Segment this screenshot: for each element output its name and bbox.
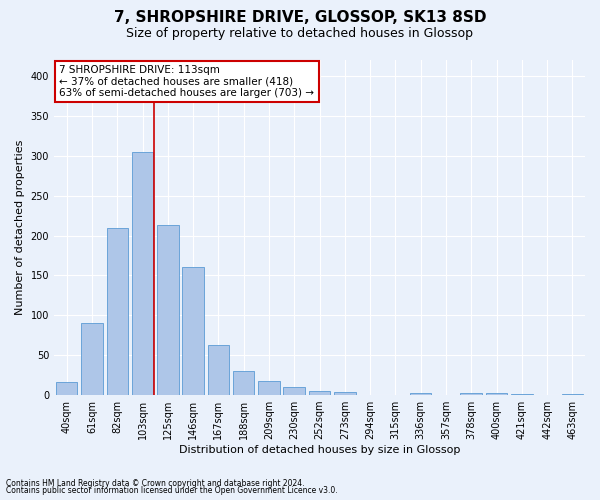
Bar [309, 391, 330, 395]
Bar [334, 392, 356, 395]
Bar [157, 225, 179, 395]
Bar [511, 394, 533, 395]
Bar [460, 392, 482, 395]
Bar [132, 152, 153, 395]
Y-axis label: Number of detached properties: Number of detached properties [15, 140, 25, 315]
Bar [283, 387, 305, 395]
Text: Contains HM Land Registry data © Crown copyright and database right 2024.: Contains HM Land Registry data © Crown c… [6, 478, 305, 488]
Bar [486, 394, 507, 395]
Bar [410, 394, 431, 395]
Bar [81, 324, 103, 395]
Text: Contains public sector information licensed under the Open Government Licence v3: Contains public sector information licen… [6, 486, 338, 495]
Bar [56, 382, 77, 395]
Bar [182, 268, 204, 395]
Text: 7, SHROPSHIRE DRIVE, GLOSSOP, SK13 8SD: 7, SHROPSHIRE DRIVE, GLOSSOP, SK13 8SD [114, 10, 486, 25]
Bar [208, 345, 229, 395]
Text: 7 SHROPSHIRE DRIVE: 113sqm
← 37% of detached houses are smaller (418)
63% of sem: 7 SHROPSHIRE DRIVE: 113sqm ← 37% of deta… [59, 65, 314, 98]
Text: Size of property relative to detached houses in Glossop: Size of property relative to detached ho… [127, 28, 473, 40]
X-axis label: Distribution of detached houses by size in Glossop: Distribution of detached houses by size … [179, 445, 460, 455]
Bar [107, 228, 128, 395]
Bar [258, 380, 280, 395]
Bar [562, 394, 583, 395]
Bar [233, 371, 254, 395]
